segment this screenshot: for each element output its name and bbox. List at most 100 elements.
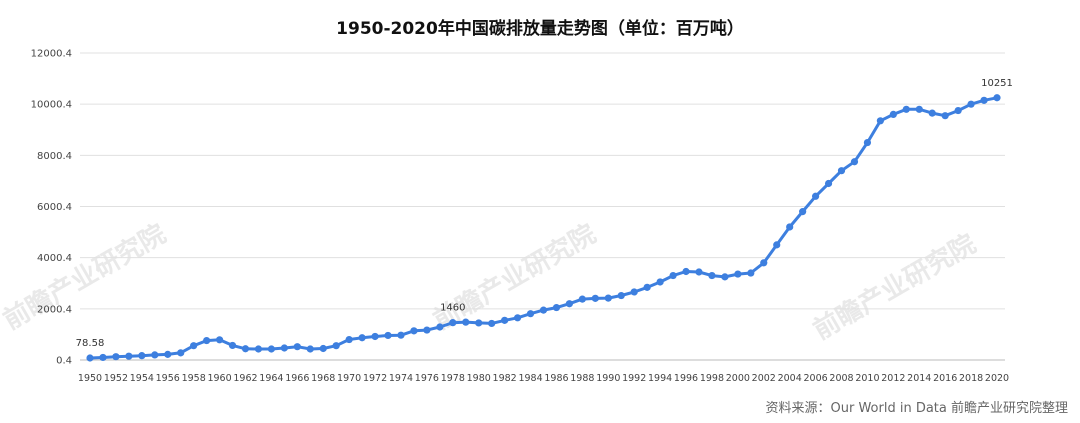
x-tick-label: 1958 [182, 373, 206, 384]
x-tick-label: 2014 [907, 373, 931, 384]
data-point [604, 294, 612, 302]
data-point [112, 353, 120, 361]
axes: 0.4 2000.4 4000.4 6000.4 8000.4 10000.4 12000.… [31, 49, 1009, 385]
x-tick-label: 1994 [648, 373, 672, 384]
chart-title: 1950-2020年中国碳排放量走势图（单位：百万吨） [336, 19, 744, 39]
data-point [682, 267, 690, 276]
x-tick-label: 2006 [804, 373, 828, 384]
data-point [397, 331, 405, 339]
watermark-text: 前瞻产业研究院 [0, 218, 171, 336]
data-point [630, 288, 638, 296]
data-point [915, 105, 923, 113]
data-point [941, 112, 949, 120]
data-point [889, 110, 897, 119]
data-point [488, 319, 496, 328]
x-tick-label: 1962 [233, 373, 257, 384]
data-point [565, 300, 574, 308]
data-point [643, 283, 651, 291]
x-tick-label: 1996 [674, 373, 698, 384]
data-point [799, 208, 807, 216]
data-point [928, 109, 936, 117]
data-point [902, 105, 910, 113]
data-point [138, 352, 146, 360]
data-point [824, 179, 833, 188]
data-point [578, 295, 586, 303]
x-tick-label: 1960 [207, 373, 231, 384]
x-tick-label: 1974 [389, 373, 413, 384]
data-point [280, 344, 288, 352]
data-point [513, 314, 522, 322]
data-point [786, 223, 794, 231]
data-point [501, 316, 509, 324]
x-tick-label: 1984 [518, 373, 542, 384]
data-point [423, 326, 431, 334]
x-tick-label: 2012 [881, 373, 905, 384]
data-point [449, 319, 457, 327]
data-point [993, 94, 1001, 102]
y-tick-label: 12000.4 [31, 49, 72, 60]
x-tick-label: 2004 [778, 373, 802, 384]
data-point [552, 303, 561, 312]
data-point [190, 342, 198, 350]
x-tick-label: 2018 [959, 373, 983, 384]
x-tick-label: 2002 [752, 373, 776, 384]
data-point [863, 138, 872, 147]
x-tick-label: 1982 [493, 373, 517, 384]
data-point [151, 351, 159, 359]
data-label: 78.58 [76, 338, 105, 349]
data-point [850, 158, 859, 166]
data-points [86, 94, 1001, 362]
x-tick-label: 1986 [544, 373, 568, 384]
x-tick-label: 2008 [829, 373, 853, 384]
x-tick-label: 2016 [933, 373, 957, 384]
data-label: 1460 [440, 303, 465, 314]
data-point [371, 332, 379, 341]
y-tick-label: 4000.4 [37, 253, 72, 264]
data-point [812, 192, 820, 200]
data-labels: 78.58 1460 10251 [76, 78, 1013, 349]
data-point [125, 352, 133, 360]
data-point [954, 106, 962, 115]
data-point [695, 268, 703, 276]
x-tick-label: 1978 [441, 373, 465, 384]
data-point [656, 278, 664, 286]
data-point [410, 327, 418, 335]
y-tick-label: 2000.4 [37, 304, 72, 315]
data-point [462, 318, 470, 326]
x-tick-label: 1976 [415, 373, 439, 384]
data-point [384, 331, 392, 340]
x-tick-label: 1970 [337, 373, 361, 384]
data-point [539, 306, 548, 314]
y-tick-label: 10000.4 [31, 100, 72, 111]
x-tick-label: 1968 [311, 373, 335, 384]
x-tick-label: 1952 [104, 373, 128, 384]
data-point [734, 270, 742, 278]
data-point [773, 241, 781, 249]
x-tick-label: 2000 [726, 373, 750, 384]
y-tick-label: 6000.4 [37, 202, 72, 213]
data-point [254, 345, 263, 353]
data-point [876, 117, 884, 125]
data-point [203, 336, 211, 345]
data-point [241, 345, 250, 353]
x-tick-label: 1956 [156, 373, 180, 384]
data-point [319, 344, 327, 353]
data-point [708, 271, 716, 280]
data-point [332, 342, 340, 350]
x-tick-label: 1998 [700, 373, 724, 384]
x-tick-label: 1966 [285, 373, 309, 384]
x-tick-label: 1990 [596, 373, 620, 384]
data-point [617, 291, 625, 300]
x-tick-label: 2010 [855, 373, 879, 384]
data-point [591, 294, 599, 302]
x-tick-label: 1992 [622, 373, 646, 384]
data-point [164, 350, 172, 358]
data-point [267, 345, 275, 353]
x-tick-label: 1954 [130, 373, 154, 384]
x-tick-label: 1950 [78, 373, 102, 384]
data-point [980, 96, 988, 104]
x-tick-label: 1964 [259, 373, 283, 384]
data-point [475, 319, 483, 327]
data-point [967, 100, 975, 108]
